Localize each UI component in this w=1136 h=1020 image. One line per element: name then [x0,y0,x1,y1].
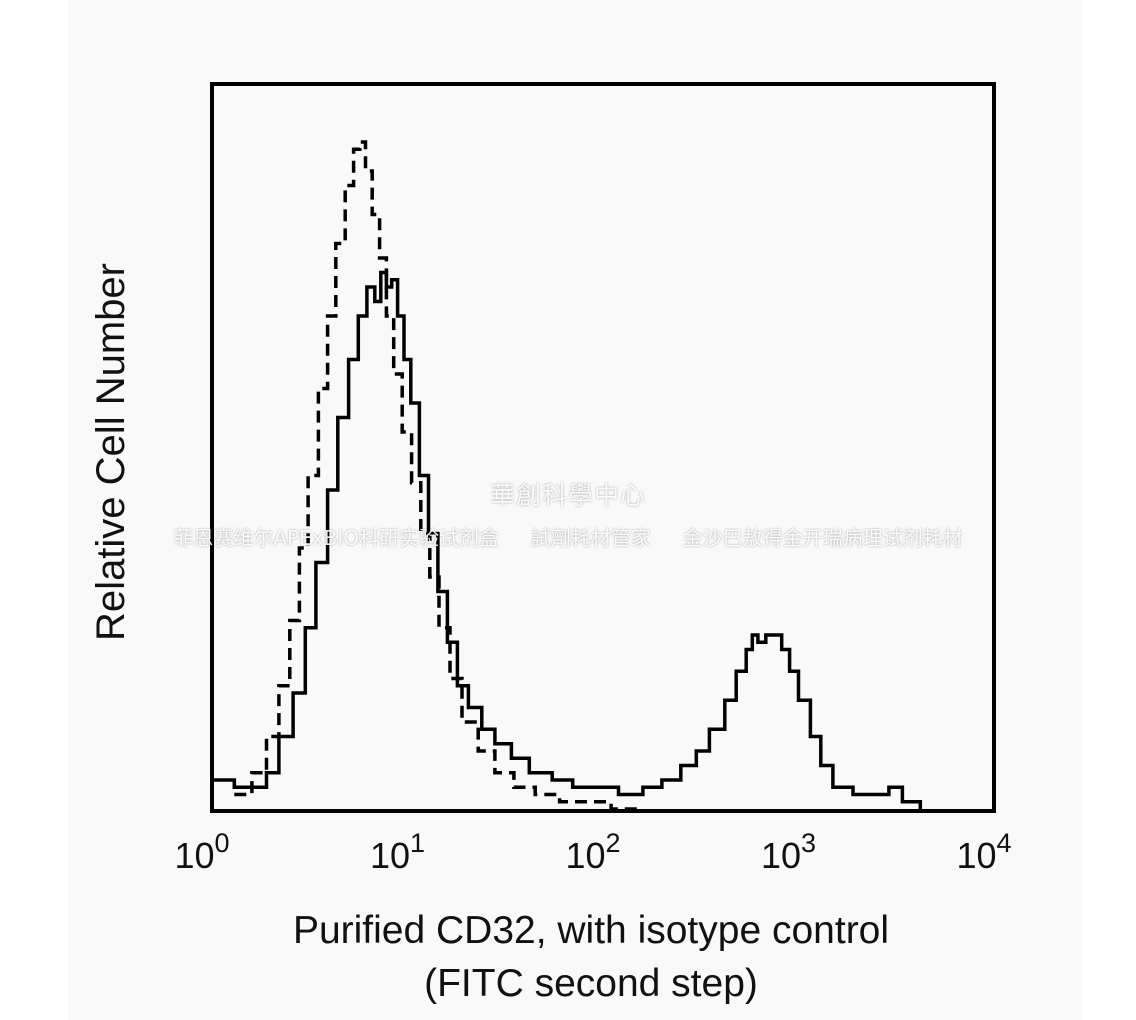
x-tick-label: 102 [565,828,620,876]
y-axis-label: Relative Cell Number [89,263,133,641]
x-tick-exponent: 4 [997,828,1012,858]
x-tick-exponent: 2 [606,828,621,858]
x-tick-base: 10 [565,835,605,876]
x-tick-exponent: 3 [801,828,816,858]
watermark-line2: 菲恩赛维尔APExBIO科研实验试剂盒 試劑耗材管家 金沙巴敖得金开瑞病理试剂耗… [173,526,963,550]
x-tick-exponent: 1 [410,828,425,858]
x-tick-base: 10 [956,835,996,876]
dashed-histogram-series [234,140,638,811]
x-tick-layer: 100 101 102 103 104 [174,828,1011,876]
x-tick-label: 103 [761,828,816,876]
solid-histogram-series [212,270,923,809]
plot-frame [210,82,996,813]
x-tick-label: 101 [370,828,425,876]
x-tick-base: 10 [761,835,801,876]
figure-panel [68,0,1082,1020]
x-tick-base: 10 [370,835,410,876]
x-tick-exponent: 0 [215,828,230,858]
watermark-line1: 華創科學中心 [489,481,646,510]
x-axis-label-line2: (FITC second step) [424,962,758,1005]
x-tick-label: 100 [174,828,229,876]
x-tick-label: 104 [956,828,1011,876]
series-layer [212,140,923,811]
x-tick-base: 10 [174,835,214,876]
x-axis-label-line1: Purified CD32, with isotype control [293,909,889,952]
